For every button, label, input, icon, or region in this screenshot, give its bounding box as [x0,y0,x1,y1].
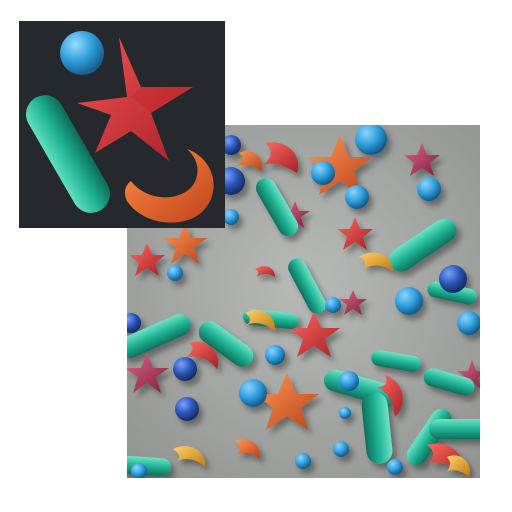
star-shape [404,143,440,176]
sphere-shape [439,265,467,293]
capsule-shape [389,218,457,272]
sphere-shape [417,177,441,201]
star-icon-facet [131,87,193,113]
star-shape [288,311,340,357]
capsule-shape [256,177,298,237]
sphere-shape [395,287,423,315]
star-shape [127,353,169,393]
sphere-icon [60,31,104,75]
crescent-shape [235,439,260,459]
star-shape [129,243,165,276]
sphere-shape [173,357,197,381]
sphere-shape [355,125,387,155]
sphere-shape [239,379,267,407]
crescent-shape [447,455,470,477]
star-shape [255,373,319,430]
sphere-shape [265,345,285,365]
capsule-shape [423,368,475,396]
star-shape [163,223,207,264]
sphere-shape [311,161,335,185]
star-shape [457,360,480,389]
crescent-shape [187,341,219,369]
sphere-shape [333,441,349,457]
sphere-shape [345,185,369,209]
star-shape [339,290,367,315]
capsule-shape [427,281,477,305]
capsule-shape [198,321,254,367]
capsule-shape [371,350,421,372]
sphere-shape [223,209,239,225]
sphere-shape [339,407,351,419]
capsule-shape [361,392,393,464]
capsule-icon [26,95,110,213]
star-shape [337,217,373,250]
sphere-shape [339,371,359,391]
capsule-shape [127,314,191,358]
shapes-icon-inset [19,21,225,228]
crescent-shape [255,266,275,277]
crescent-shape [263,142,299,173]
crescent-icon [124,149,214,223]
crescent-shape [359,252,393,271]
crescent-shape [245,310,276,331]
sphere-shape [167,265,183,281]
capsule-shape [288,258,326,314]
sphere-shape [175,397,199,421]
sphere-shape [221,135,241,155]
crescent-shape [173,446,206,467]
sphere-shape [127,313,141,333]
sphere-shape [131,463,147,478]
capsule-shape [429,419,480,439]
star-shape [280,201,310,228]
sphere-shape [387,459,403,475]
sphere-shape [325,297,341,313]
sphere-shape [457,311,480,335]
crescent-shape [235,151,262,171]
inset-svg [26,31,214,223]
crescent-shape [377,375,403,417]
sphere-shape [295,453,311,469]
